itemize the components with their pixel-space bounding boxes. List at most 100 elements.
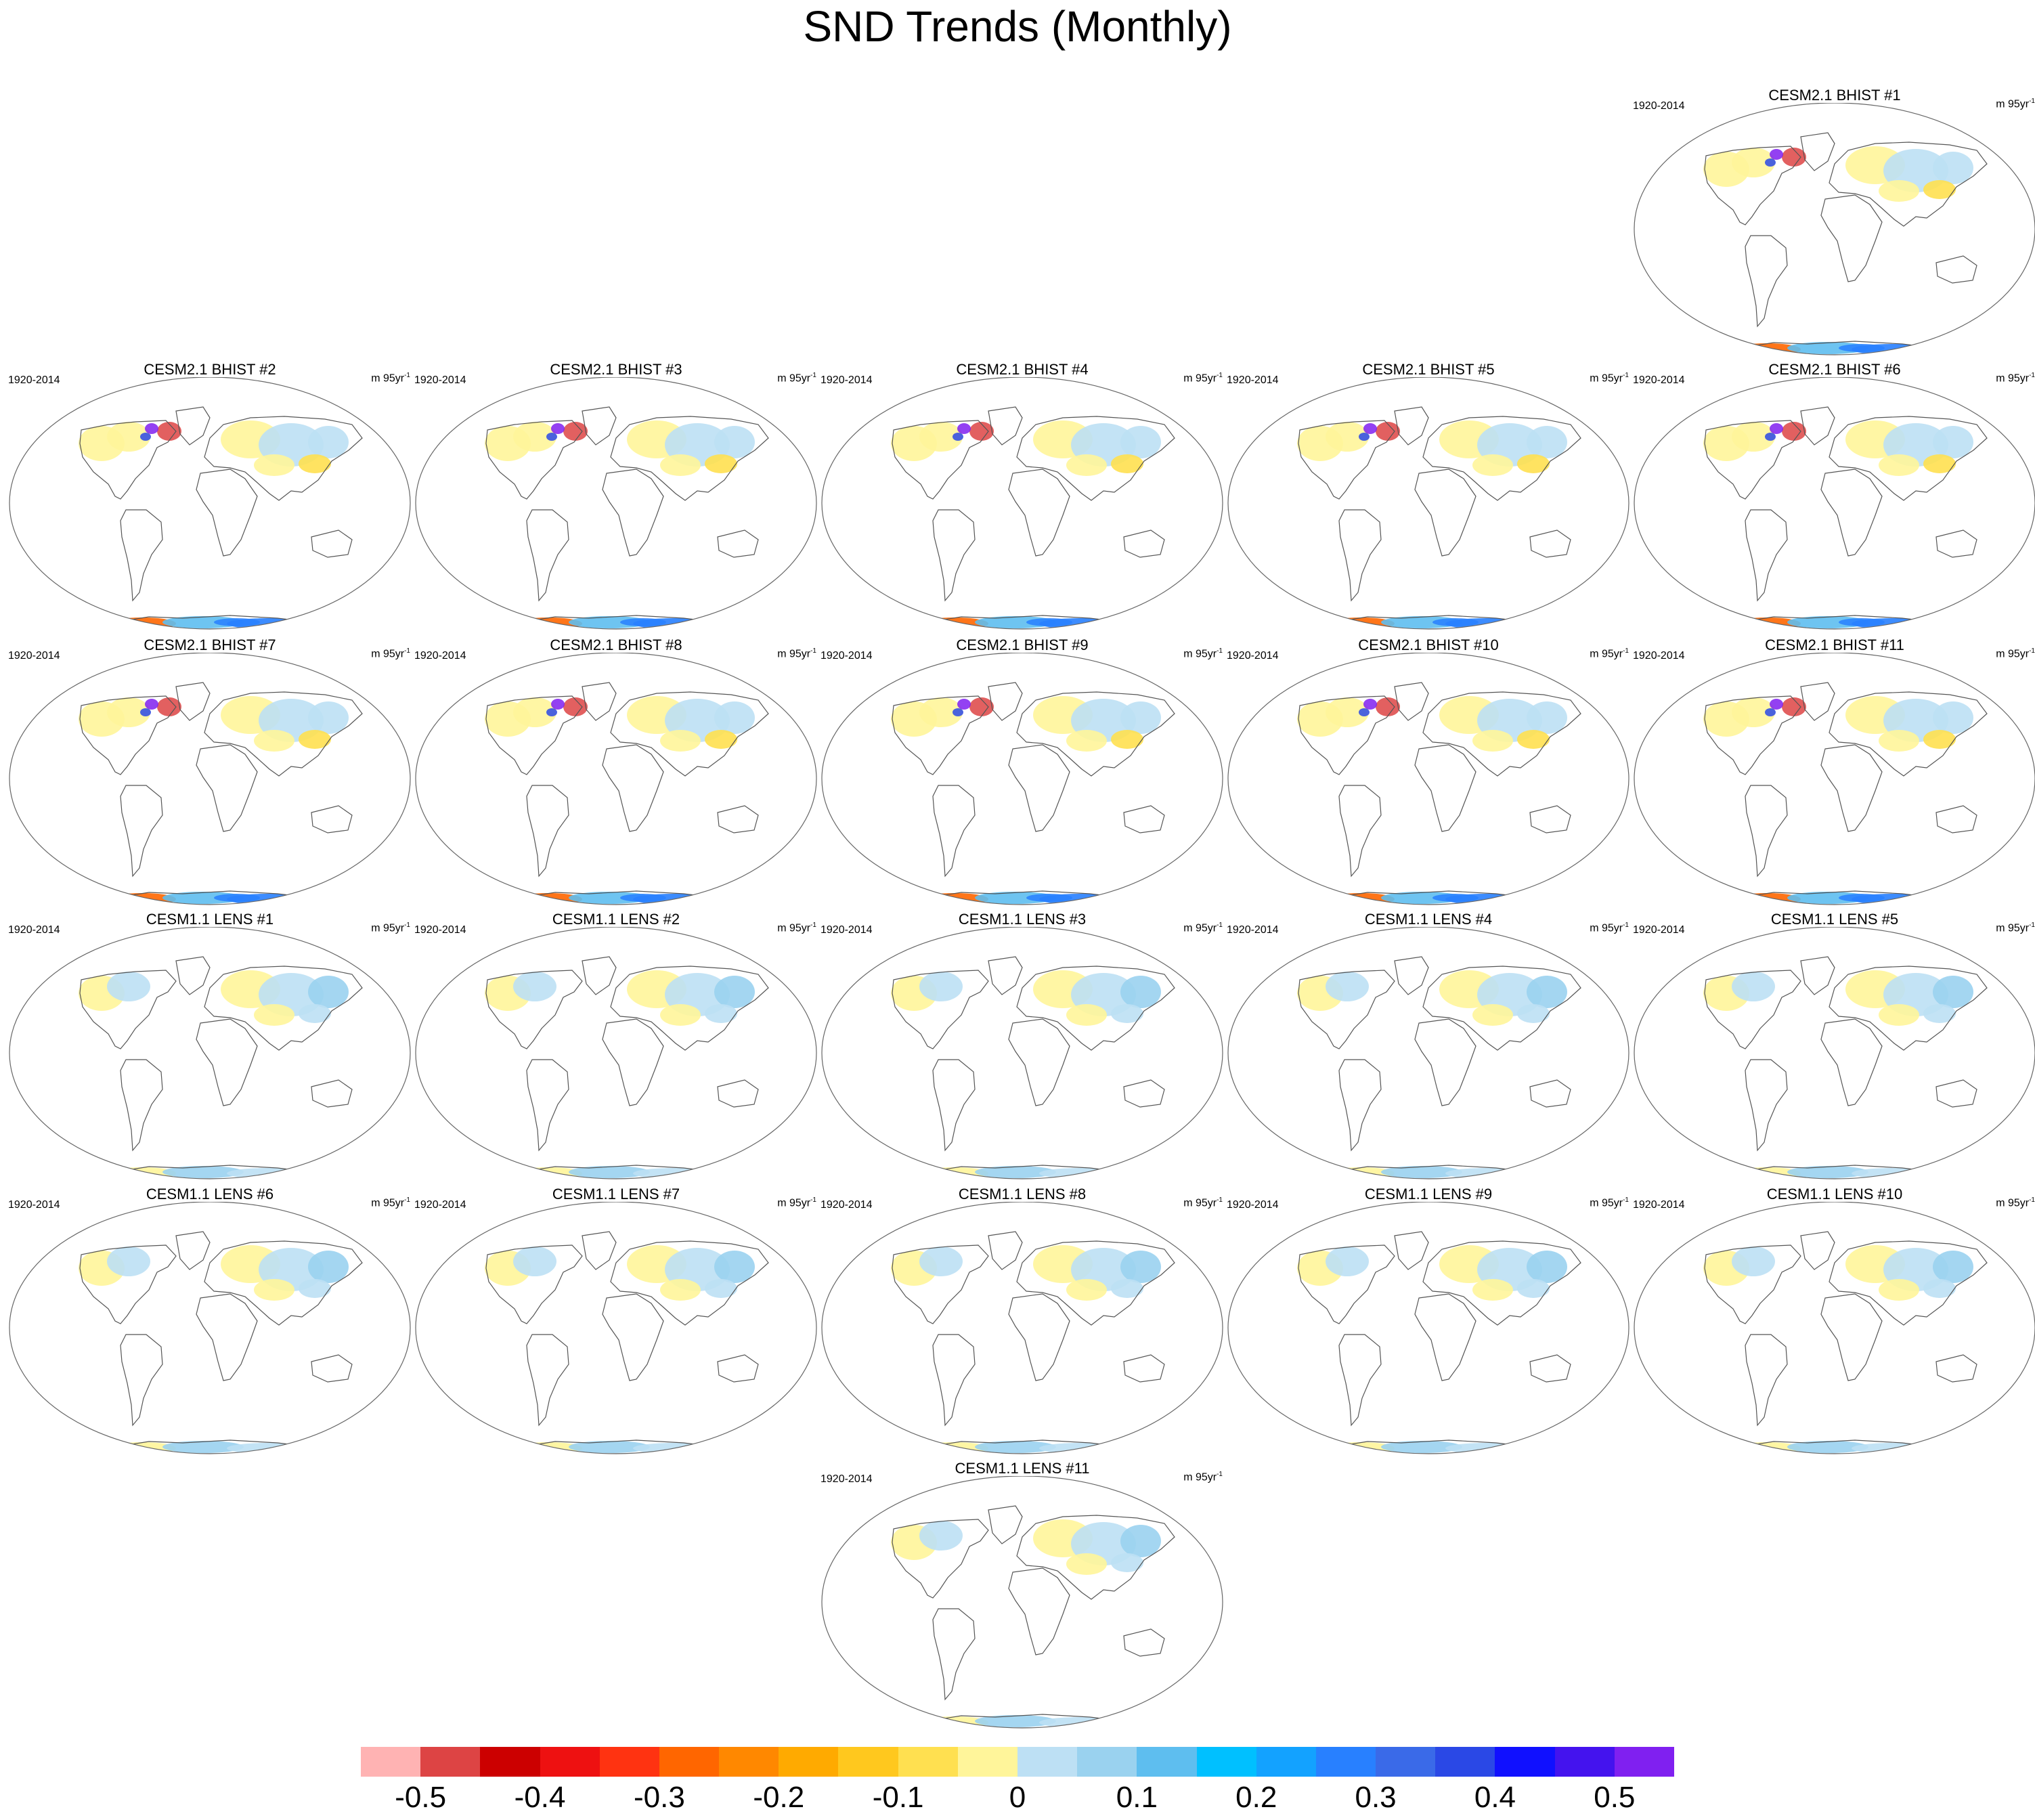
snow-trend-patch (975, 1441, 1056, 1453)
snow-trend-extreme-patch (1359, 708, 1370, 716)
map-boundary (415, 1202, 817, 1454)
coastline (120, 1334, 163, 1427)
snow-trend-patch (513, 697, 556, 727)
snow-trend-patch (299, 454, 331, 473)
panel-period-label: 1920-2014 (8, 650, 60, 662)
world-map (9, 377, 411, 630)
snow-trend-patch (1381, 1441, 1462, 1453)
snow-trend-extreme-patch (1839, 618, 1885, 626)
coastline (311, 1079, 353, 1108)
coastline (1016, 966, 1175, 1051)
snow-trend-patch (1916, 1446, 1943, 1454)
coastline (927, 890, 1125, 905)
snow-trend-patch (1111, 1279, 1143, 1298)
snow-trend-patch (569, 1166, 650, 1178)
snow-trend-patch (1517, 730, 1550, 749)
world-map (1227, 377, 1629, 630)
coastline (1820, 469, 1883, 557)
coastline (1414, 1293, 1476, 1381)
coastline (1739, 341, 1938, 355)
snow-trend-patch (714, 976, 755, 1008)
panel-title: CESM1.1 LENS #2 (552, 911, 680, 928)
map-boundary (1634, 653, 2035, 905)
snow-trend-patch (1066, 1553, 1107, 1575)
coastline (204, 1240, 363, 1326)
snow-trend-patch (254, 454, 294, 476)
panel-units-label: m 95yr-1 (1590, 647, 1629, 660)
colorbar-swatch (957, 1747, 1018, 1777)
snow-trend-extreme-patch (1432, 618, 1479, 626)
snow-trend-patch (1787, 1441, 1868, 1453)
snow-trend-patch (291, 896, 318, 905)
coastline (932, 509, 976, 602)
snow-trend-patch (308, 426, 349, 458)
snow-trend-patch (107, 1247, 150, 1276)
coastline (526, 785, 569, 878)
world-map (1634, 377, 2035, 630)
units-base: m 95yr (371, 648, 405, 660)
coastline (927, 1714, 1125, 1728)
snow-trend-extreme-patch (145, 423, 158, 434)
units-exponent: -1 (810, 922, 816, 929)
map-panel: CESM1.1 LENS #3 1920-2014 m 95yr-1 (819, 911, 1225, 1182)
snow-trend-patch (299, 730, 331, 749)
coastline (1414, 744, 1476, 832)
snow-trend-patch (714, 1251, 755, 1283)
coastline (120, 785, 163, 878)
snow-trend-patch (697, 896, 724, 905)
coastline (1820, 744, 1883, 832)
coastline (988, 406, 1023, 446)
snow-trend-patch (1381, 1166, 1462, 1178)
snow-trend-patch (254, 1004, 294, 1026)
map-boundary (415, 927, 817, 1179)
snow-trend-patch (1527, 1251, 1567, 1283)
panel-period-label: 1920-2014 (8, 1199, 60, 1211)
units-exponent: -1 (1623, 372, 1629, 379)
panel-period-label: 1920-2014 (820, 924, 873, 936)
coastline (526, 509, 569, 602)
coastline (1338, 785, 1382, 878)
panel-units-label: m 95yr-1 (371, 1196, 410, 1209)
snow-trend-patch (660, 1279, 701, 1301)
snow-trend-extreme-patch (140, 433, 151, 441)
coastline (610, 966, 769, 1051)
panel-title: CESM1.1 LENS #10 (1766, 1186, 1903, 1202)
units-exponent: -1 (404, 1196, 410, 1204)
snow-trend-patch (1933, 976, 1973, 1008)
units-base: m 95yr (1590, 1197, 1623, 1209)
coastline (1414, 469, 1476, 557)
coastline (196, 1293, 258, 1381)
snow-trend-patch (1923, 730, 1956, 749)
figure-title: SND Trends (Monthly) (803, 2, 1232, 51)
snow-trend-patch (1120, 426, 1161, 458)
snow-trend-extreme-patch (620, 894, 666, 902)
map-panel: CESM1.1 LENS #4 1920-2014 m 95yr-1 (1225, 911, 1632, 1182)
coastline (1414, 1018, 1476, 1106)
coastline (927, 615, 1125, 629)
coastline (582, 406, 617, 446)
panel-units-label: m 95yr-1 (1996, 922, 2035, 934)
map-boundary (415, 653, 817, 905)
snow-trend-patch (1916, 621, 1943, 629)
snow-trend-patch (1120, 1251, 1161, 1283)
map-panel: CESM2.1 BHIST #5 1920-2014 m 95yr-1 (1225, 361, 1632, 632)
snow-trend-patch (1933, 701, 1973, 734)
coastline (175, 1231, 211, 1270)
snow-trend-patch (1510, 621, 1537, 629)
coastline (196, 469, 258, 557)
snow-trend-extreme-patch (1770, 149, 1783, 160)
colorbar-swatch (1137, 1747, 1198, 1777)
map-panel: CESM2.1 BHIST #10 1920-2014 m 95yr-1 (1225, 636, 1632, 907)
snow-trend-patch (919, 972, 963, 1001)
map-panel: CESM2.1 BHIST #1 1920-2014 m 95yr-1 (1632, 87, 2035, 358)
coastline (1338, 509, 1382, 602)
coastline (1935, 805, 1977, 833)
coastline (1800, 682, 1835, 721)
coastline (1333, 890, 1531, 905)
coastline (120, 1059, 163, 1152)
panel-title: CESM1.1 LENS #6 (146, 1186, 274, 1202)
colorbar-swatch (361, 1747, 421, 1777)
coastline (114, 1165, 313, 1179)
units-exponent: -1 (1623, 1196, 1629, 1204)
coastline (120, 509, 163, 602)
